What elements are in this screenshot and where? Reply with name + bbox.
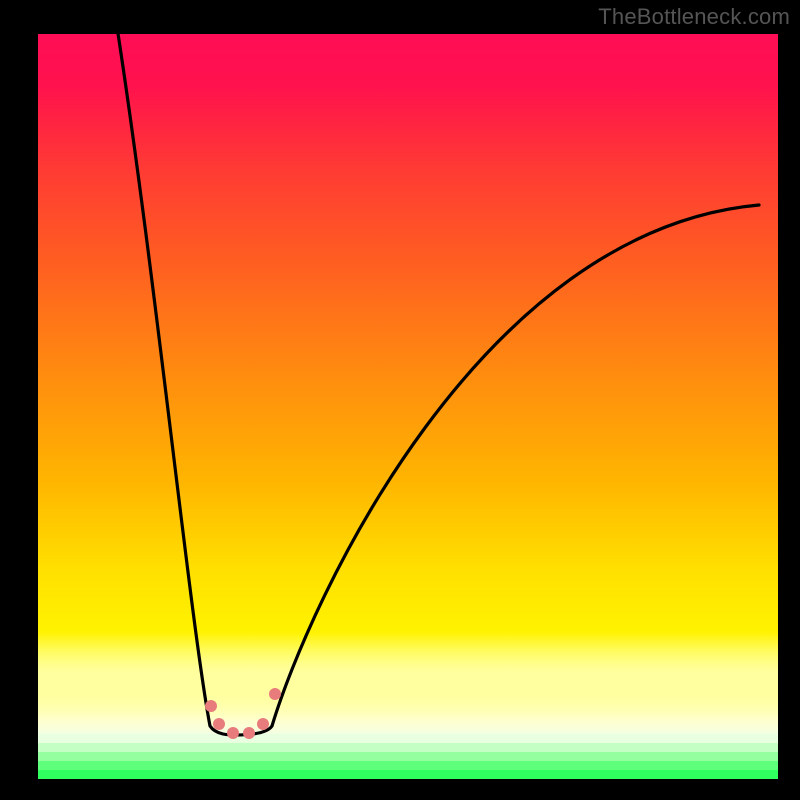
- basin-marker-3: [243, 727, 255, 739]
- basin-marker-5: [269, 688, 281, 700]
- basin-marker-2: [227, 727, 239, 739]
- basin-marker-4: [257, 718, 269, 730]
- basin-marker-1: [213, 718, 225, 730]
- basin-marker-0: [205, 700, 217, 712]
- bottleneck-curve: [115, 34, 759, 735]
- watermark-text: TheBottleneck.com: [598, 4, 790, 30]
- chart-plot-svg: [38, 34, 778, 779]
- chart-gradient-panel: [38, 34, 778, 779]
